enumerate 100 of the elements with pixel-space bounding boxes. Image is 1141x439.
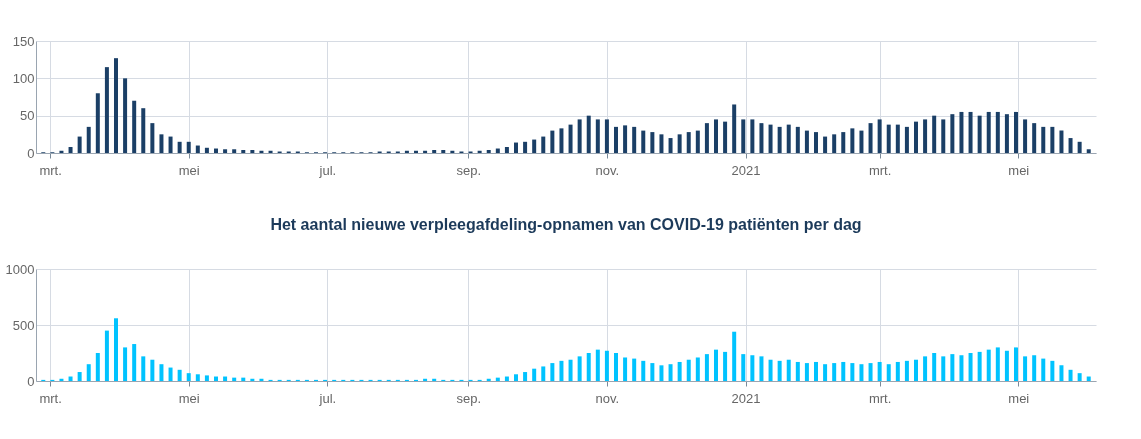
bar [1004, 114, 1009, 153]
bar [1004, 350, 1009, 381]
x-tick-label: sep. [456, 390, 482, 406]
bar [1023, 119, 1028, 153]
y-tick-label: 1000 [5, 261, 35, 277]
bar [1032, 123, 1037, 153]
bar [968, 111, 973, 153]
bar [95, 93, 100, 153]
bar [641, 360, 646, 381]
bar [204, 375, 209, 381]
bar [868, 363, 873, 381]
bar [532, 368, 537, 381]
x-tick-label: mei [178, 162, 200, 178]
bar [550, 130, 555, 153]
bar [823, 136, 828, 153]
bar [541, 136, 546, 153]
bar [123, 78, 128, 153]
bar [432, 150, 437, 153]
x-tick-label: sep. [456, 162, 482, 178]
bar [223, 149, 228, 153]
bar [141, 108, 146, 153]
bar [1041, 358, 1046, 381]
bar [650, 132, 655, 153]
bar [168, 136, 173, 153]
bar [714, 349, 718, 381]
bar [1041, 126, 1046, 153]
bar [723, 121, 728, 153]
bar [1068, 369, 1073, 381]
bar [823, 364, 828, 381]
bar [786, 359, 791, 381]
bar [204, 147, 209, 153]
bar [668, 364, 673, 381]
bar [895, 361, 900, 381]
y-tick-label: 0 [27, 373, 35, 389]
bar [595, 119, 600, 153]
bar [1032, 355, 1037, 381]
bar [741, 119, 746, 153]
bar [986, 111, 991, 153]
bar [677, 134, 682, 153]
bar [777, 126, 782, 153]
bar [123, 347, 128, 381]
bar [886, 364, 891, 381]
bar [195, 145, 200, 153]
x-tick-label: mei [178, 390, 200, 406]
bar [814, 361, 818, 381]
bar [732, 331, 737, 381]
bar [186, 373, 191, 381]
x-tick-label: 2021 [731, 162, 761, 178]
bar [668, 138, 673, 153]
bar [577, 119, 582, 153]
bar [895, 124, 900, 153]
bar [604, 350, 609, 381]
bar [850, 128, 855, 153]
bar [768, 124, 773, 153]
bar [950, 114, 955, 153]
bar [623, 357, 628, 381]
y-tick-label: 500 [12, 317, 35, 333]
bar [1014, 347, 1018, 381]
bar [904, 126, 909, 153]
bar [677, 361, 682, 381]
bar [641, 130, 646, 153]
bar [614, 353, 618, 381]
bar [141, 356, 146, 381]
bar [859, 130, 864, 153]
bar [650, 363, 655, 381]
bar [804, 130, 809, 153]
bar [550, 363, 555, 381]
bar [814, 132, 818, 153]
bar [132, 100, 137, 153]
bar [132, 344, 137, 381]
bar [77, 136, 82, 153]
bar [923, 356, 928, 381]
x-tick-label: mrt. [39, 390, 62, 406]
bar [95, 353, 100, 381]
bar [759, 123, 764, 153]
y-tick-label: 0 [27, 145, 35, 161]
bar [1050, 360, 1055, 381]
bar [177, 369, 182, 381]
bar [250, 150, 255, 153]
bar [614, 126, 618, 153]
bar [914, 359, 918, 381]
bar [1014, 111, 1018, 153]
bar [604, 119, 609, 153]
bar [977, 351, 982, 381]
bar [759, 356, 764, 381]
bar [241, 377, 246, 381]
bar [623, 125, 628, 153]
bar [1077, 141, 1082, 153]
bar [968, 353, 973, 381]
bar [532, 139, 537, 153]
bar [168, 367, 173, 381]
bar [568, 359, 573, 381]
bar [714, 119, 718, 153]
bar [523, 372, 528, 381]
bar [232, 377, 237, 381]
bar [504, 147, 509, 153]
bar [859, 364, 864, 381]
bar [777, 360, 782, 381]
bar [832, 363, 837, 381]
bar [232, 149, 237, 153]
